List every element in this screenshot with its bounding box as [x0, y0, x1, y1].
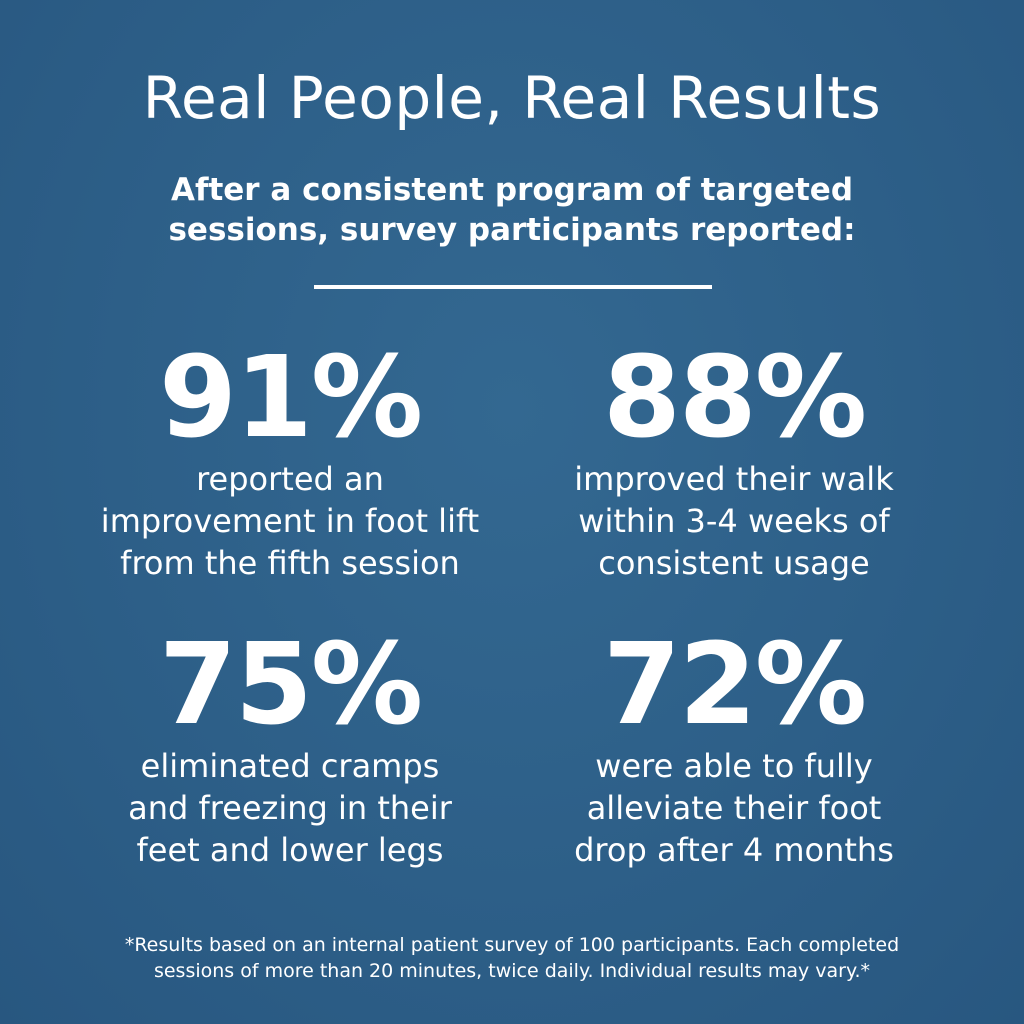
- footnote-line: sessions of more than 20 minutes, twice …: [153, 960, 871, 982]
- stat-description-line: were able to fully: [595, 747, 873, 785]
- stat-description: reported an improvement in foot lift fro…: [50, 458, 530, 584]
- divider: [314, 285, 712, 289]
- stat-description-line: eliminated cramps: [140, 747, 440, 785]
- stat-description-line: feet and lower legs: [136, 831, 444, 869]
- subtitle: After a consistent program of targeted s…: [0, 170, 1024, 250]
- stat-walk: 88% improved their walk within 3-4 weeks…: [494, 338, 974, 584]
- subtitle-line: After a consistent program of targeted: [170, 172, 854, 208]
- stat-description: eliminated cramps and freezing in their …: [50, 745, 530, 871]
- stat-value: 88%: [602, 333, 867, 463]
- footnote: *Results based on an internal patient su…: [0, 932, 1024, 984]
- stat-description-line: from the fifth session: [120, 544, 460, 582]
- stat-description-line: and freezing in their: [128, 789, 452, 827]
- subtitle-line: sessions, survey participants reported:: [168, 212, 856, 248]
- stat-value: 75%: [158, 620, 423, 750]
- stat-description: improved their walk within 3-4 weeks of …: [494, 458, 974, 584]
- stat-description-line: reported an: [196, 460, 384, 498]
- stat-foot-lift: 91% reported an improvement in foot lift…: [50, 338, 530, 584]
- footnote-line: *Results based on an internal patient su…: [124, 934, 900, 956]
- stat-description-line: improvement in foot lift: [100, 502, 480, 540]
- stat-description-line: within 3-4 weeks of: [578, 502, 890, 540]
- stat-description-line: improved their walk: [574, 460, 894, 498]
- page-title: Real People, Real Results: [142, 64, 882, 132]
- stat-value: 91%: [158, 333, 423, 463]
- stat-description-line: consistent usage: [598, 544, 870, 582]
- stat-cramps: 75% eliminated cramps and freezing in th…: [50, 625, 530, 871]
- stat-foot-drop: 72% were able to fully alleviate their f…: [494, 625, 974, 871]
- stat-value: 72%: [602, 620, 867, 750]
- stat-description-line: alleviate their foot: [586, 789, 882, 827]
- stat-description: were able to fully alleviate their foot …: [494, 745, 974, 871]
- stat-description-line: drop after 4 months: [574, 831, 894, 869]
